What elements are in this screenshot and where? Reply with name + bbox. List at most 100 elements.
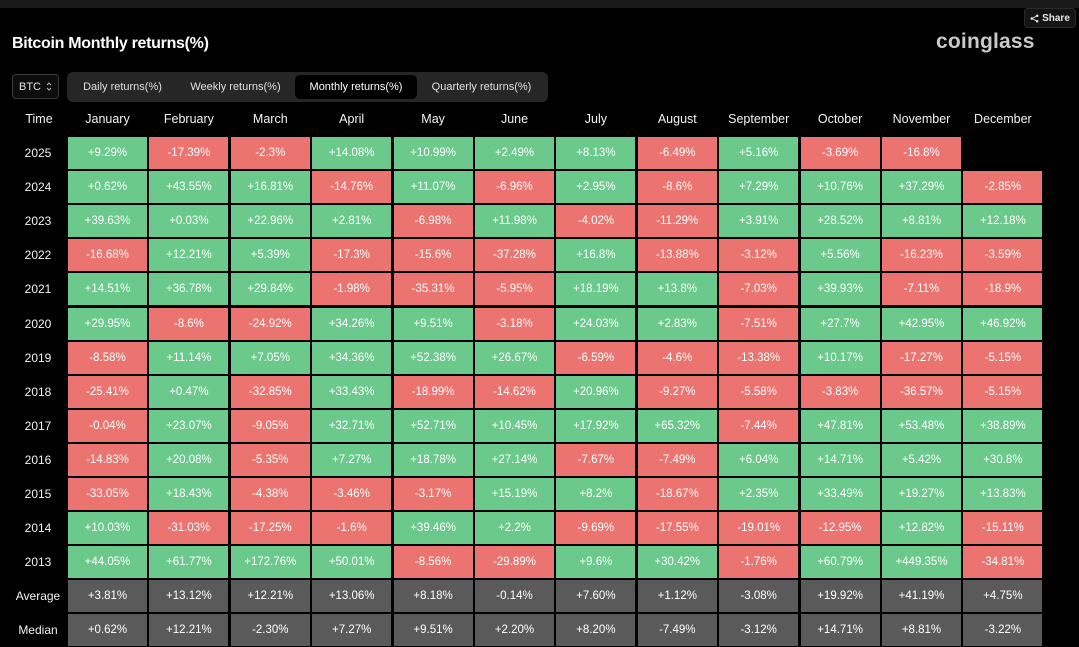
return-cell: -6.49%	[637, 137, 717, 169]
return-cell: -14.62%	[475, 375, 554, 408]
return-cell: -25.41%	[68, 375, 147, 408]
year-label: 2015	[24, 487, 52, 501]
return-cell: +22.96%	[230, 205, 310, 238]
share-label: Share	[1042, 12, 1070, 24]
return-cell: -16.68%	[68, 239, 147, 272]
return-cell: +52.71%	[393, 409, 473, 442]
return-cell: +5.39%	[230, 239, 310, 272]
return-cell: +39.93%	[800, 273, 880, 306]
summary-cell: -0.14%	[475, 580, 554, 613]
return-cell: +6.04%	[719, 443, 799, 476]
year-label: 2014	[24, 521, 52, 536]
return-cell: +5.56%	[800, 239, 880, 272]
return-cell: +16.8%	[556, 239, 636, 272]
summary-cell: +12.21%	[149, 614, 229, 647]
return-cell: +61.77%	[149, 546, 229, 579]
return-cell: +10.45%	[475, 409, 554, 442]
return-cell: -18.99%	[393, 375, 473, 408]
return-cell: +9.51%	[393, 307, 473, 340]
return-cell: -3.12%	[719, 239, 799, 272]
return-cell: -7.44%	[719, 409, 799, 442]
return-cell: +2.95%	[556, 171, 636, 204]
return-cell: +14.51%	[68, 273, 147, 306]
return-cell: +52.38%	[393, 341, 473, 374]
return-cell: -17.27%	[882, 341, 961, 374]
column-header: September	[728, 112, 790, 126]
return-cell: -17.25%	[230, 512, 310, 545]
return-cell: -2.3%	[230, 137, 310, 169]
return-cell: -7.51%	[719, 307, 799, 340]
return-cell: +2.81%	[312, 205, 392, 238]
return-cell: -3.46%	[312, 478, 392, 510]
column-header: October	[817, 112, 863, 126]
return-cell: -6.96%	[475, 171, 554, 204]
return-cell: -8.6%	[149, 307, 229, 340]
return-cell: -13.88%	[637, 239, 717, 272]
header-time: Time	[25, 112, 53, 126]
return-cell: +449.35%	[882, 546, 961, 579]
year-label: 2025	[24, 146, 52, 160]
coin-select-value: BTC	[19, 80, 41, 93]
return-cell: +44.05%	[68, 546, 147, 579]
return-cell: +10.03%	[68, 512, 147, 545]
return-cell: -1.98%	[312, 273, 392, 306]
return-cell: -9.05%	[230, 409, 310, 442]
return-cell: +5.16%	[719, 137, 799, 169]
return-cell: -8.58%	[68, 341, 147, 374]
summary-cell: +9.51%	[393, 614, 473, 647]
summary-cell: +13.12%	[149, 580, 229, 613]
return-cell: -7.67%	[556, 443, 636, 476]
return-cell: -0.04%	[68, 409, 147, 442]
return-cell: -17.39%	[149, 137, 229, 169]
return-cell: -15.11%	[963, 512, 1043, 545]
return-cell: -36.57%	[882, 375, 961, 408]
return-cell: +7.05%	[230, 341, 310, 374]
summary-cell: +14.71%	[800, 614, 880, 647]
return-cell: +2.35%	[719, 478, 799, 510]
return-cell: +18.43%	[149, 478, 229, 510]
coin-select[interactable]: BTC	[12, 74, 59, 99]
return-cell: -9.27%	[637, 375, 717, 408]
return-cell: +3.91%	[719, 205, 799, 238]
return-cell: +32.71%	[312, 409, 392, 442]
return-cell: +37.29%	[882, 171, 961, 204]
tab-monthly-returns[interactable]: Monthly returns(%)	[295, 75, 417, 99]
chevron-updown-icon	[46, 82, 52, 91]
return-cell: +10.17%	[800, 341, 880, 374]
return-cell: +23.07%	[149, 409, 229, 442]
share-button[interactable]: Share	[1024, 8, 1076, 28]
summary-cell: +2.20%	[475, 614, 554, 647]
summary-row-label: Median	[18, 623, 58, 638]
summary-cell: -7.49%	[637, 614, 717, 647]
return-cell: +7.27%	[312, 443, 392, 476]
summary-cell: +19.92%	[800, 580, 880, 613]
return-cell: +33.43%	[312, 375, 392, 408]
return-cell: -17.55%	[637, 512, 717, 545]
summary-cell: +7.27%	[312, 614, 392, 647]
page-title: Bitcoin Monthly returns(%)	[12, 35, 209, 52]
return-cell: +12.21%	[149, 239, 229, 272]
return-cell: -3.59%	[963, 239, 1043, 272]
return-cell: +8.2%	[556, 478, 636, 510]
return-cell: +60.79%	[800, 546, 880, 579]
year-label: 2018	[24, 384, 52, 399]
return-cell: -7.11%	[882, 273, 961, 306]
tab-weekly-returns[interactable]: Weekly returns(%)	[190, 81, 281, 93]
return-cell: -18.9%	[963, 273, 1043, 306]
tab-quarterly-returns[interactable]: Quarterly returns(%)	[431, 81, 532, 93]
return-cell: +5.42%	[882, 443, 961, 476]
return-cell: -15.6%	[393, 239, 473, 272]
return-cell: +34.26%	[312, 307, 392, 340]
return-cell: -13.38%	[719, 341, 799, 374]
column-header: August	[657, 112, 697, 126]
return-cell: +12.82%	[882, 512, 961, 545]
return-cell: +9.29%	[68, 137, 147, 169]
return-cell: -3.18%	[475, 307, 554, 340]
return-cell: +18.19%	[556, 273, 636, 306]
summary-row-label: Average	[15, 589, 61, 604]
brand-logo: coinglass	[936, 30, 1035, 53]
tab-daily-returns[interactable]: Daily returns(%)	[83, 81, 162, 93]
return-cell: +50.01%	[312, 546, 392, 579]
return-cell: +10.76%	[800, 171, 880, 204]
return-cell: +13.83%	[963, 478, 1043, 510]
